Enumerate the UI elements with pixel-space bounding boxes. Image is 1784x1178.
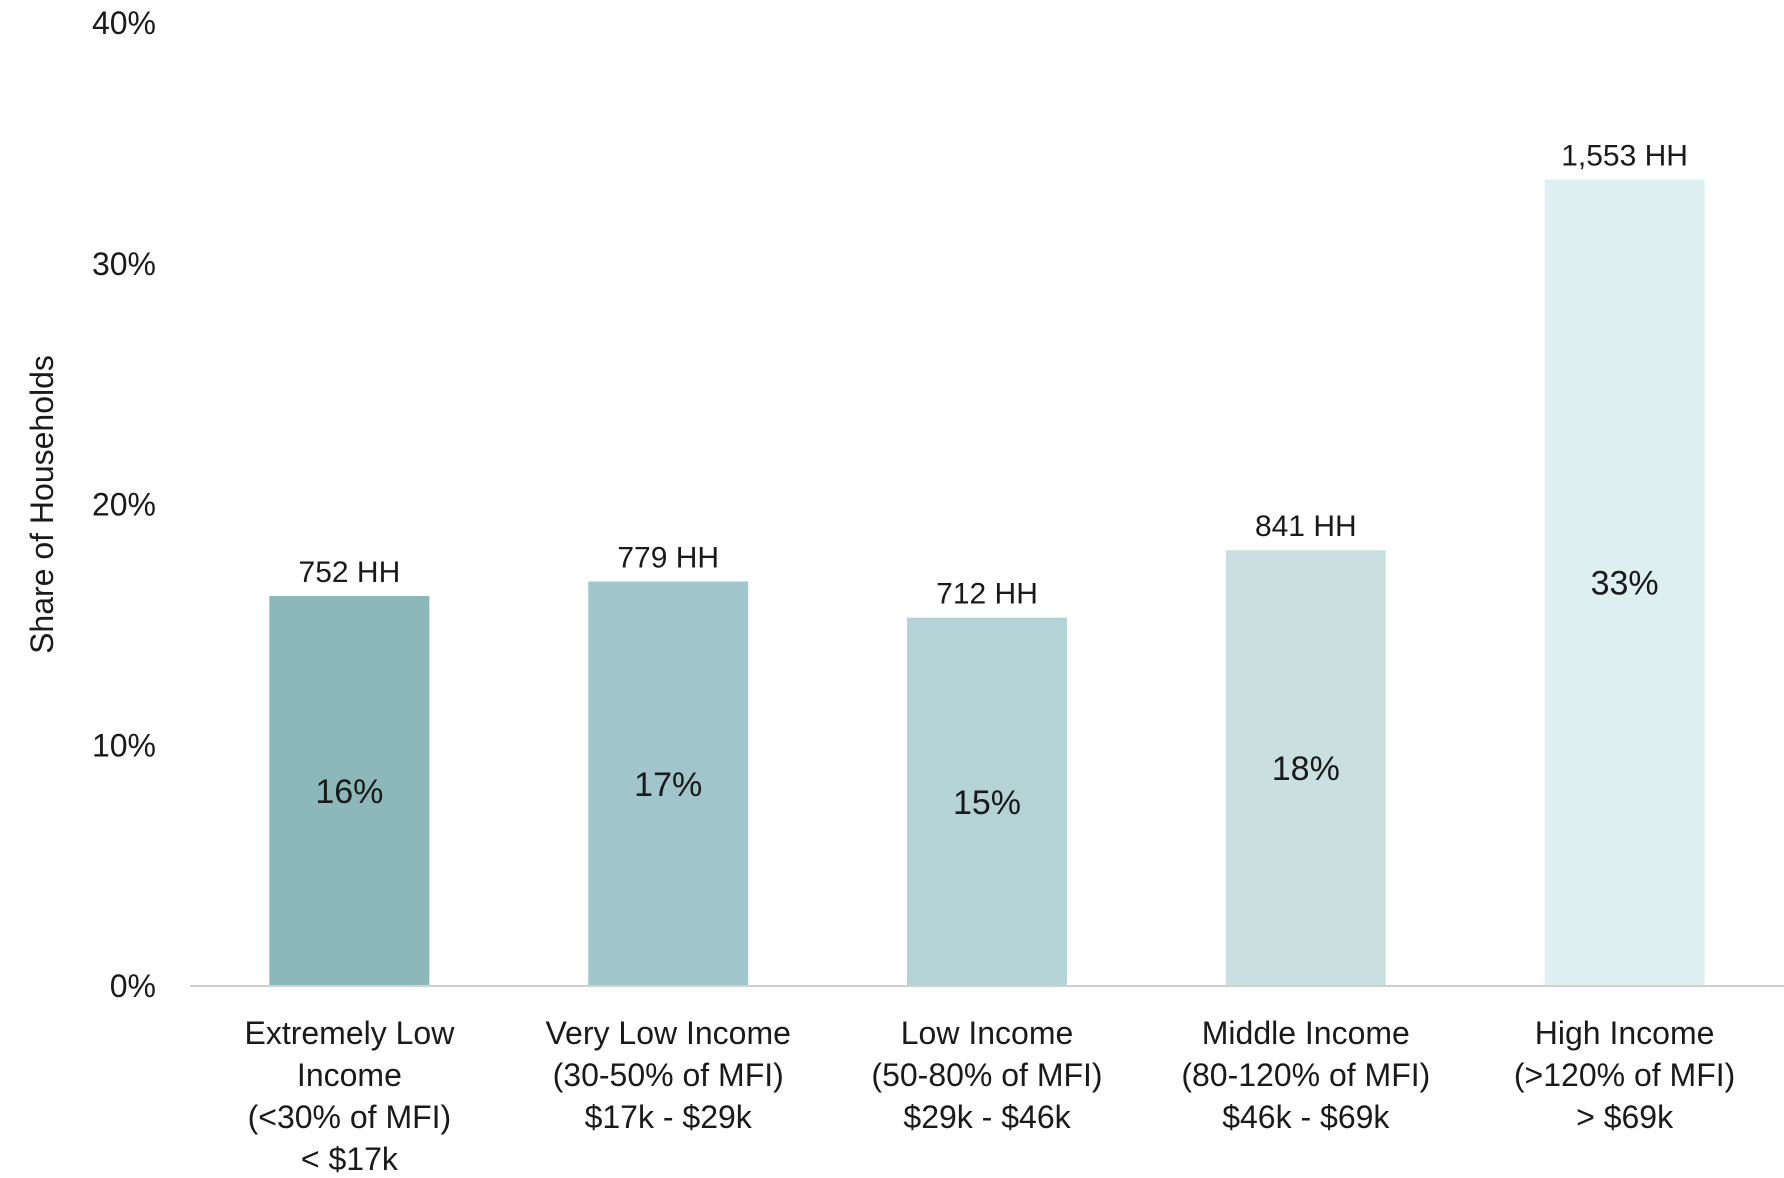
household-count-label: 712 HH	[936, 578, 1038, 611]
bars: 752 HH 16% 779 HH 17% 712 HH 15% 841 HH 18% 1,55…	[269, 139, 1705, 987]
household-count-label: 1,553 HH	[1561, 139, 1688, 172]
category-label-line: $46k - $69k	[1222, 1099, 1390, 1135]
bar	[269, 595, 430, 986]
household-count-label: 841 HH	[1255, 510, 1357, 543]
category-label-line: > $69k	[1576, 1099, 1674, 1135]
category-label-line: < $17k	[301, 1141, 399, 1177]
category-label-line: $29k - $46k	[903, 1099, 1071, 1135]
y-tick-label: 40%	[92, 5, 156, 41]
value-label: 15%	[953, 784, 1021, 822]
category-label-line: (>120% of MFI)	[1514, 1057, 1735, 1093]
value-label: 33%	[1591, 565, 1659, 603]
y-tick-label: 0%	[110, 968, 156, 1004]
value-label: 18%	[1272, 750, 1340, 788]
y-axis-label: Share of Households	[24, 355, 60, 654]
category-label: Very Low Income (30-50% of MFI) $17k - $29…	[545, 1015, 790, 1135]
category-label-line: Very Low Income	[545, 1015, 790, 1051]
y-tick-label: 10%	[92, 727, 156, 763]
household-count-label: 752 HH	[299, 556, 401, 589]
category-label: Low Income (50-80% of MFI) $29k - $46k	[871, 1015, 1102, 1135]
bar	[588, 581, 749, 986]
category-label-line: Extremely Low	[244, 1015, 455, 1051]
value-label: 17%	[634, 766, 702, 804]
bar	[1225, 550, 1386, 986]
category-label: High Income (>120% of MFI) > $69k	[1514, 1015, 1735, 1135]
category-label-line: Middle Income	[1202, 1015, 1410, 1051]
category-label-line: High Income	[1535, 1015, 1715, 1051]
category-label-line: (80-120% of MFI)	[1181, 1057, 1430, 1093]
category-label: Middle Income (80-120% of MFI) $46k - $69k	[1181, 1015, 1430, 1135]
category-label: Extremely Low Income (<30% of MFI) < $17k	[244, 1015, 455, 1177]
bar	[907, 617, 1067, 986]
category-labels: Extremely Low Income (<30% of MFI) < $17k Ve…	[244, 1015, 1735, 1177]
category-label-line: Low Income	[901, 1015, 1074, 1051]
category-label-line: (30-50% of MFI)	[553, 1057, 784, 1093]
category-label-line: (<30% of MFI)	[248, 1099, 452, 1135]
value-label: 16%	[315, 773, 383, 811]
household-count-label: 779 HH	[617, 542, 719, 575]
y-tick-label: 20%	[92, 487, 156, 523]
category-label-line: Income	[297, 1057, 402, 1093]
y-tick-label: 30%	[92, 246, 156, 282]
bar	[1544, 179, 1705, 987]
category-label-line: $17k - $29k	[585, 1099, 753, 1135]
category-label-line: (50-80% of MFI)	[871, 1057, 1102, 1093]
y-axis-ticks: 0% 10% 20% 30% 40%	[92, 5, 156, 1004]
